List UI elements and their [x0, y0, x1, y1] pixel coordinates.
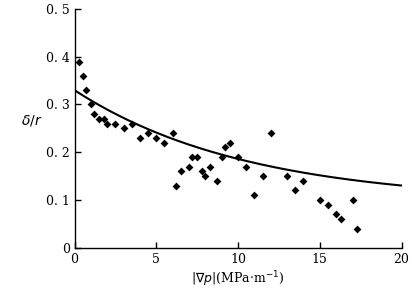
Point [206, 164, 213, 169]
Point [152, 136, 159, 140]
Point [145, 131, 151, 136]
Y-axis label: $\delta/r$: $\delta/r$ [21, 113, 43, 128]
Point [90, 112, 97, 117]
Point [221, 145, 228, 150]
Point [353, 226, 360, 231]
Point [299, 178, 306, 183]
Point [234, 155, 241, 159]
Point [259, 174, 265, 178]
Point [332, 212, 339, 217]
Point [218, 155, 225, 159]
Point [76, 59, 83, 64]
Point [169, 131, 176, 136]
Point [349, 198, 355, 202]
Point [120, 126, 126, 131]
Point [87, 102, 94, 107]
Point [104, 121, 110, 126]
Point [202, 174, 208, 178]
Point [136, 136, 143, 140]
Point [283, 174, 290, 178]
Point [83, 88, 89, 93]
Point [213, 178, 220, 183]
Point [100, 116, 107, 121]
Point [226, 140, 233, 145]
Point [128, 121, 135, 126]
Point [267, 131, 273, 136]
Point [177, 169, 184, 174]
Point [291, 188, 298, 193]
Point [337, 217, 344, 221]
Point [324, 202, 330, 207]
Point [95, 116, 102, 121]
X-axis label: $|\nabla p|$(MPa$\cdot$m$^{-1}$): $|\nabla p|$(MPa$\cdot$m$^{-1}$) [191, 270, 284, 289]
Point [188, 155, 195, 159]
Point [250, 193, 257, 198]
Point [242, 164, 249, 169]
Point [112, 121, 119, 126]
Point [79, 73, 86, 78]
Point [172, 183, 179, 188]
Point [193, 155, 200, 159]
Point [161, 140, 167, 145]
Point [198, 169, 205, 174]
Point [316, 198, 322, 202]
Point [185, 164, 192, 169]
